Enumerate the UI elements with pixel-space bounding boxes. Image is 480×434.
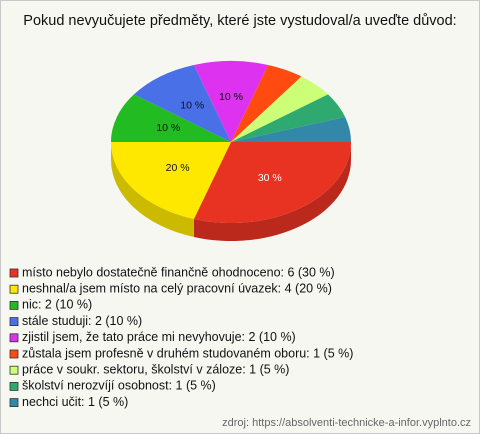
slice (231, 76, 329, 142)
legend-swatch (9, 333, 19, 343)
chart-title: Pokud nevyučujete předměty, které jste v… (23, 13, 456, 29)
slice-label: 20 % (166, 162, 190, 174)
legend-label: stále studuji: 2 (10 %) (22, 314, 142, 328)
legend-label: zůstala jsem profesně v druhém studované… (22, 346, 353, 360)
legend-swatch (9, 300, 19, 310)
slice (193, 142, 351, 224)
slice (133, 64, 231, 142)
slice (231, 94, 346, 142)
legend-swatch (9, 268, 19, 278)
source: zdroj: https://absolventi-technicke-a-in… (222, 417, 471, 429)
slice-label: 10 % (219, 91, 243, 103)
legend-label: školství nerozvíjí osobnost: 1 (5 %) (22, 379, 216, 393)
legend-label: práce v soukr. sektoru, školství v záloz… (22, 362, 289, 376)
slice (231, 64, 302, 142)
slice-side (193, 142, 351, 242)
legend-label: nechci učit: 1 (5 %) (22, 395, 128, 409)
legend-swatch (9, 398, 19, 408)
slice-label: 30 % (258, 172, 282, 184)
legend-label: neshnal/a jsem místo na celý pracovní úv… (22, 281, 332, 295)
slice (111, 94, 231, 142)
slice-side (111, 142, 194, 238)
legend-label: nic: 2 (10 %) (22, 298, 92, 312)
legend-label: zjistil jsem, že tato práce mi nevyhovuj… (22, 330, 296, 344)
slice-label: 10 % (156, 122, 180, 134)
slice (193, 61, 269, 143)
slice-label: 10 % (180, 100, 204, 112)
legend-swatch (9, 349, 19, 359)
legend-swatch (9, 284, 19, 294)
legend-swatch (9, 381, 19, 391)
legend-label: místo nebylo dostatečně finančně ohodnoc… (22, 265, 335, 279)
slice (231, 116, 351, 142)
legend-swatch (9, 365, 19, 375)
slice (111, 142, 231, 220)
legend-swatch (9, 317, 19, 327)
